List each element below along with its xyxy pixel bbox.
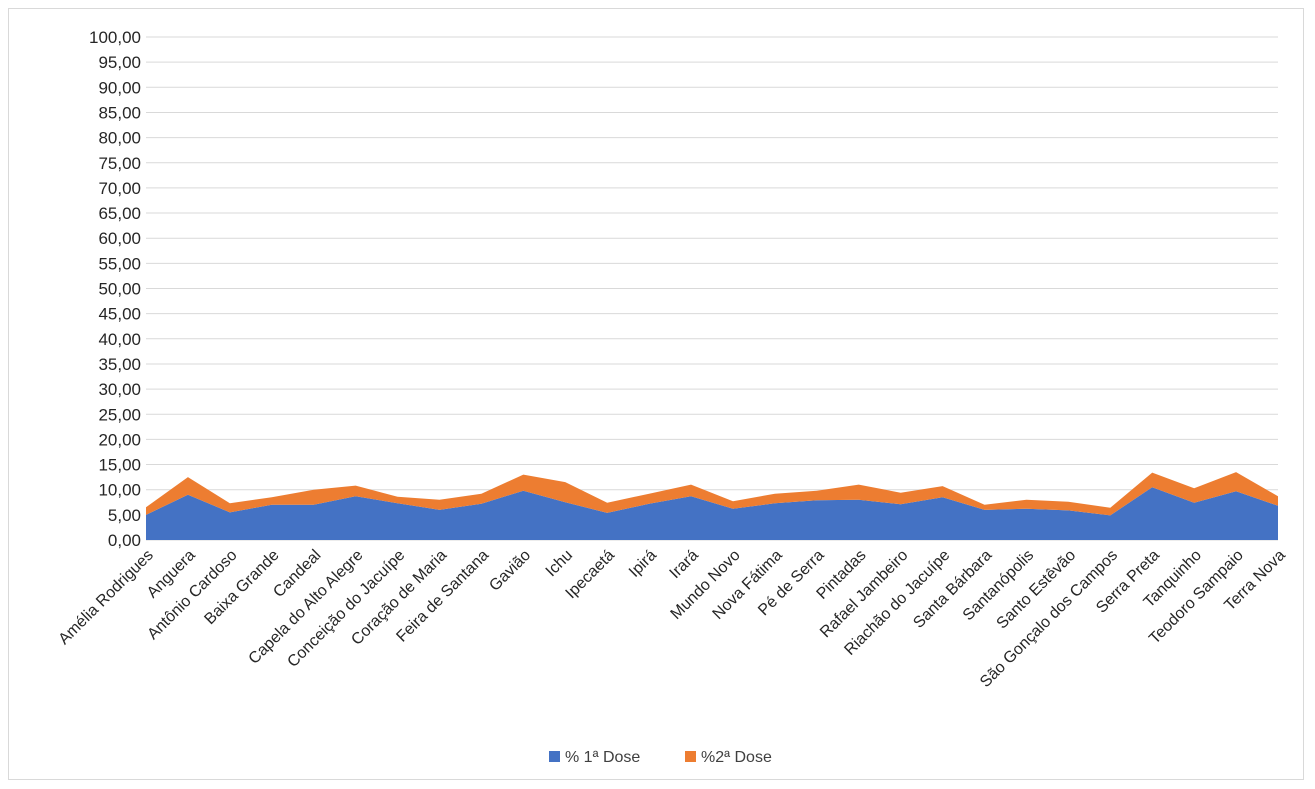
y-tick-label: 80,00 — [98, 129, 141, 148]
x-tick-label: Irará — [667, 547, 702, 582]
y-tick-label: 5,00 — [108, 506, 141, 525]
y-tick-label: 55,00 — [98, 254, 141, 273]
y-axis-ticks: 0,00 5,00 10,00 15,00 20,00 25,00 30,00 35,00 40… — [89, 28, 141, 550]
x-tick-label: Ipirá — [626, 547, 660, 581]
area-series-2 — [146, 472, 1278, 516]
y-tick-label: 90,00 — [98, 78, 141, 97]
y-tick-label: 70,00 — [98, 179, 141, 198]
legend-swatch-2 — [685, 751, 696, 762]
y-tick-label: 40,00 — [98, 330, 141, 349]
legend-label-1: % 1ª Dose — [565, 749, 640, 766]
y-tick-label: 60,00 — [98, 229, 141, 248]
x-tick-label: Amélia Rodrigues — [56, 547, 157, 648]
y-tick-label: 50,00 — [98, 280, 141, 299]
y-tick-label: 0,00 — [108, 531, 141, 550]
y-tick-label: 15,00 — [98, 456, 141, 475]
y-tick-label: 30,00 — [98, 380, 141, 399]
series-areas — [146, 472, 1278, 540]
x-tick-label: Ichu — [543, 547, 576, 580]
y-tick-label: 100,00 — [89, 28, 141, 47]
y-tick-label: 20,00 — [98, 430, 141, 449]
chart-frame — [8, 8, 1304, 780]
x-tick-label: Baixa Grande — [201, 547, 282, 628]
legend: % 1ª Dose %2ª Dose — [549, 749, 772, 766]
x-tick-label: Gavião — [486, 547, 534, 595]
legend-label-2: %2ª Dose — [701, 749, 772, 766]
y-tick-label: 95,00 — [98, 53, 141, 72]
y-tick-label: 65,00 — [98, 204, 141, 223]
y-tick-label: 85,00 — [98, 103, 141, 122]
y-tick-label: 35,00 — [98, 355, 141, 374]
y-tick-label: 45,00 — [98, 305, 141, 324]
legend-swatch-1 — [549, 751, 560, 762]
y-tick-label: 10,00 — [98, 481, 141, 500]
y-tick-label: 75,00 — [98, 154, 141, 173]
gridlines — [146, 36, 1278, 541]
area-series-1 — [146, 487, 1278, 540]
y-tick-label: 25,00 — [98, 405, 141, 424]
